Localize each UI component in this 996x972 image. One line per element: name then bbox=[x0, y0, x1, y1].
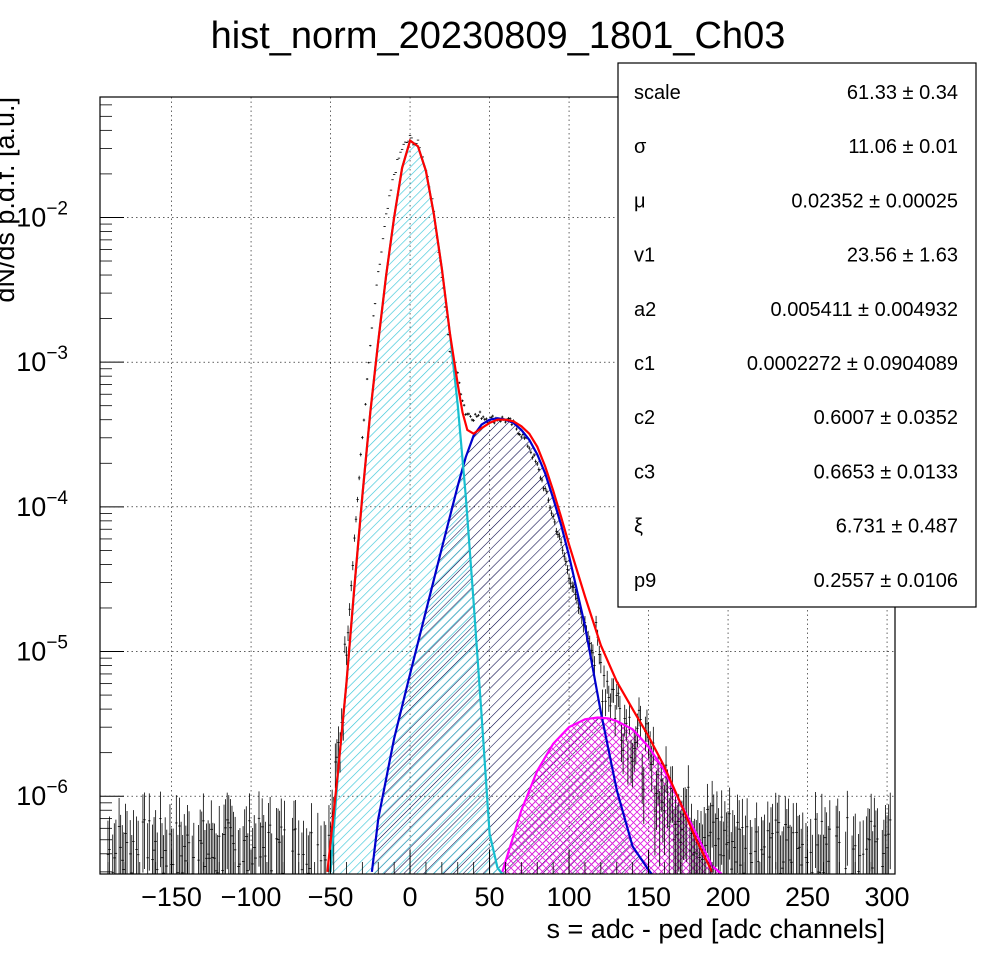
stat-name: ξ bbox=[634, 516, 643, 538]
y-tick-label: 10−3 bbox=[16, 343, 68, 377]
stat-value: 0.6007 ± 0.0352 bbox=[814, 407, 958, 429]
stat-name: c2 bbox=[634, 407, 655, 429]
stat-value: 11.06 ± 0.01 bbox=[848, 136, 958, 158]
stat-name: v1 bbox=[634, 245, 655, 267]
x-tick-label: 250 bbox=[785, 882, 830, 912]
y-tick-label: 10−2 bbox=[16, 198, 68, 232]
component-fills bbox=[330, 140, 722, 874]
x-axis-label: s = adc - ped [adc channels] bbox=[547, 914, 885, 944]
x-tick-label: 50 bbox=[475, 882, 505, 912]
x-axis: −150 −100 −50 0 50 100 150 200 250 300 bbox=[107, 850, 910, 912]
stat-name: p9 bbox=[634, 570, 656, 592]
x-tick-label: −50 bbox=[308, 882, 354, 912]
stat-value: 0.6653 ± 0.0133 bbox=[814, 461, 958, 483]
stat-value: 61.33 ± 0.34 bbox=[847, 82, 958, 104]
stat-value: 0.02352 ± 0.00025 bbox=[791, 190, 958, 212]
y-tick-label: 10−5 bbox=[16, 633, 68, 667]
stat-name: σ bbox=[634, 136, 647, 158]
fit-curves bbox=[326, 138, 723, 874]
x-tick-label: 100 bbox=[547, 882, 592, 912]
double-pe-curve-fill bbox=[502, 717, 722, 874]
y-tick-label: 10−4 bbox=[16, 488, 68, 522]
pedestal-curve-fill bbox=[330, 140, 503, 874]
stat-name: c1 bbox=[634, 353, 655, 375]
stat-value: 0.005411 ± 0.004932 bbox=[771, 299, 958, 321]
stat-name: scale bbox=[634, 82, 681, 104]
y-tick-label: 10−6 bbox=[16, 777, 68, 811]
x-tick-label: −100 bbox=[221, 882, 282, 912]
double-pe-curve bbox=[501, 716, 723, 874]
x-tick-label: 0 bbox=[403, 882, 418, 912]
fit-stats-box: scale 61.33 ± 0.34 σ 11.06 ± 0.01 μ 0.02352 ±… bbox=[617, 62, 977, 608]
chart-title: hist_norm_20230809_1801_Ch03 bbox=[211, 15, 786, 57]
total-fit-curve bbox=[326, 138, 714, 873]
stat-name: a2 bbox=[634, 299, 656, 321]
stat-value: 6.731 ± 0.487 bbox=[836, 516, 958, 538]
stat-name: c3 bbox=[634, 461, 655, 483]
y-axis-label: dN/ds p.d.f. [a.u.] bbox=[0, 97, 20, 303]
x-tick-label: 300 bbox=[865, 882, 910, 912]
x-tick-label: 200 bbox=[706, 882, 751, 912]
x-tick-label: 150 bbox=[626, 882, 671, 912]
stat-name: μ bbox=[634, 190, 646, 212]
stat-value: 0.0002272 ± 0.0904089 bbox=[747, 353, 958, 375]
x-tick-label: −150 bbox=[141, 882, 202, 912]
stat-value: 23.56 ± 1.63 bbox=[847, 245, 958, 267]
y-axis: 10−6 10−5 10−4 10−3 10−2 bbox=[16, 104, 124, 873]
stat-value: 0.2557 ± 0.0106 bbox=[814, 570, 958, 592]
